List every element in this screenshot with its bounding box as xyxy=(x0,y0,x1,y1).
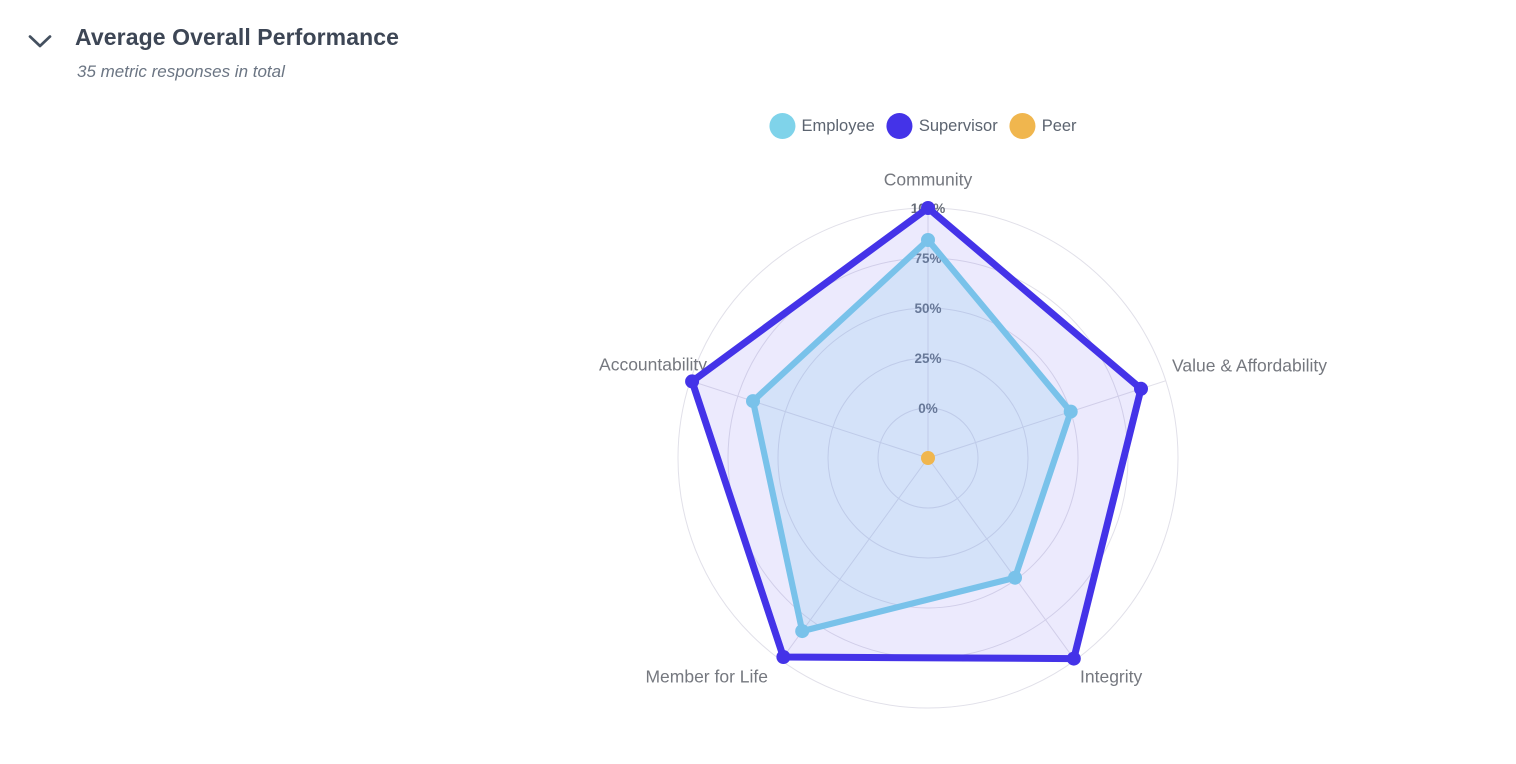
legend-dot-icon xyxy=(886,113,913,139)
radar-line-employee xyxy=(749,236,1074,635)
collapse-section-button[interactable] xyxy=(27,29,53,53)
radar-axis-spoke xyxy=(927,457,1076,661)
legend-dot-icon xyxy=(1009,113,1036,139)
radar-vertex-employee xyxy=(746,394,760,409)
radar-vertex-supervisor xyxy=(776,650,791,664)
page-subtitle: 35 metric responses in total xyxy=(77,62,285,81)
legend-item-employee[interactable]: Employee xyxy=(769,113,875,139)
radar-ring-label: 50% xyxy=(914,301,941,316)
radar-vertex-supervisor xyxy=(685,374,700,389)
radar-vertex-employee xyxy=(1008,570,1022,585)
radar-vertex-supervisor xyxy=(1134,381,1148,396)
radar-ring-label: 75% xyxy=(914,251,941,266)
legend-label: Employee xyxy=(801,116,875,135)
radar-axis-spoke xyxy=(927,380,1166,459)
legend-label: Peer xyxy=(1041,116,1077,135)
legend-dot-icon xyxy=(769,113,796,139)
page-title: Average Overall Performance xyxy=(75,24,400,50)
radar-area-supervisor xyxy=(692,208,1141,659)
legend-item-supervisor[interactable]: Supervisor xyxy=(886,113,998,139)
radar-ring-label: 0% xyxy=(918,401,938,416)
legend-item-peer[interactable]: Peer xyxy=(1009,113,1077,139)
radar-axis-spoke xyxy=(690,380,929,459)
legend-label: Supervisor xyxy=(918,116,998,135)
radar-axis-name-accountability: Accountability xyxy=(599,355,707,375)
chevron-down-icon xyxy=(28,35,52,48)
radar-vertex-employee xyxy=(1063,404,1078,419)
radar-axis-name-community: Community xyxy=(884,170,973,190)
radar-vertex-supervisor xyxy=(1066,651,1081,666)
radar-vertex-supervisor xyxy=(921,201,935,215)
radar-axis-name-member-for-life: Member for Life xyxy=(645,667,768,687)
radar-point-peer-center xyxy=(921,451,935,465)
radar-ring-label: 25% xyxy=(914,351,941,366)
radar-axis-name-integrity: Integrity xyxy=(1080,667,1142,687)
radar-axis-name-value-affordability: Value & Affordability xyxy=(1172,356,1327,376)
radar-vertex-employee xyxy=(921,233,935,247)
radar-area-employee xyxy=(753,240,1071,632)
chart-legend: Employee Supervisor Peer xyxy=(769,113,1077,139)
radar-vertex-employee xyxy=(795,624,810,639)
radar-line-supervisor xyxy=(688,204,1145,663)
